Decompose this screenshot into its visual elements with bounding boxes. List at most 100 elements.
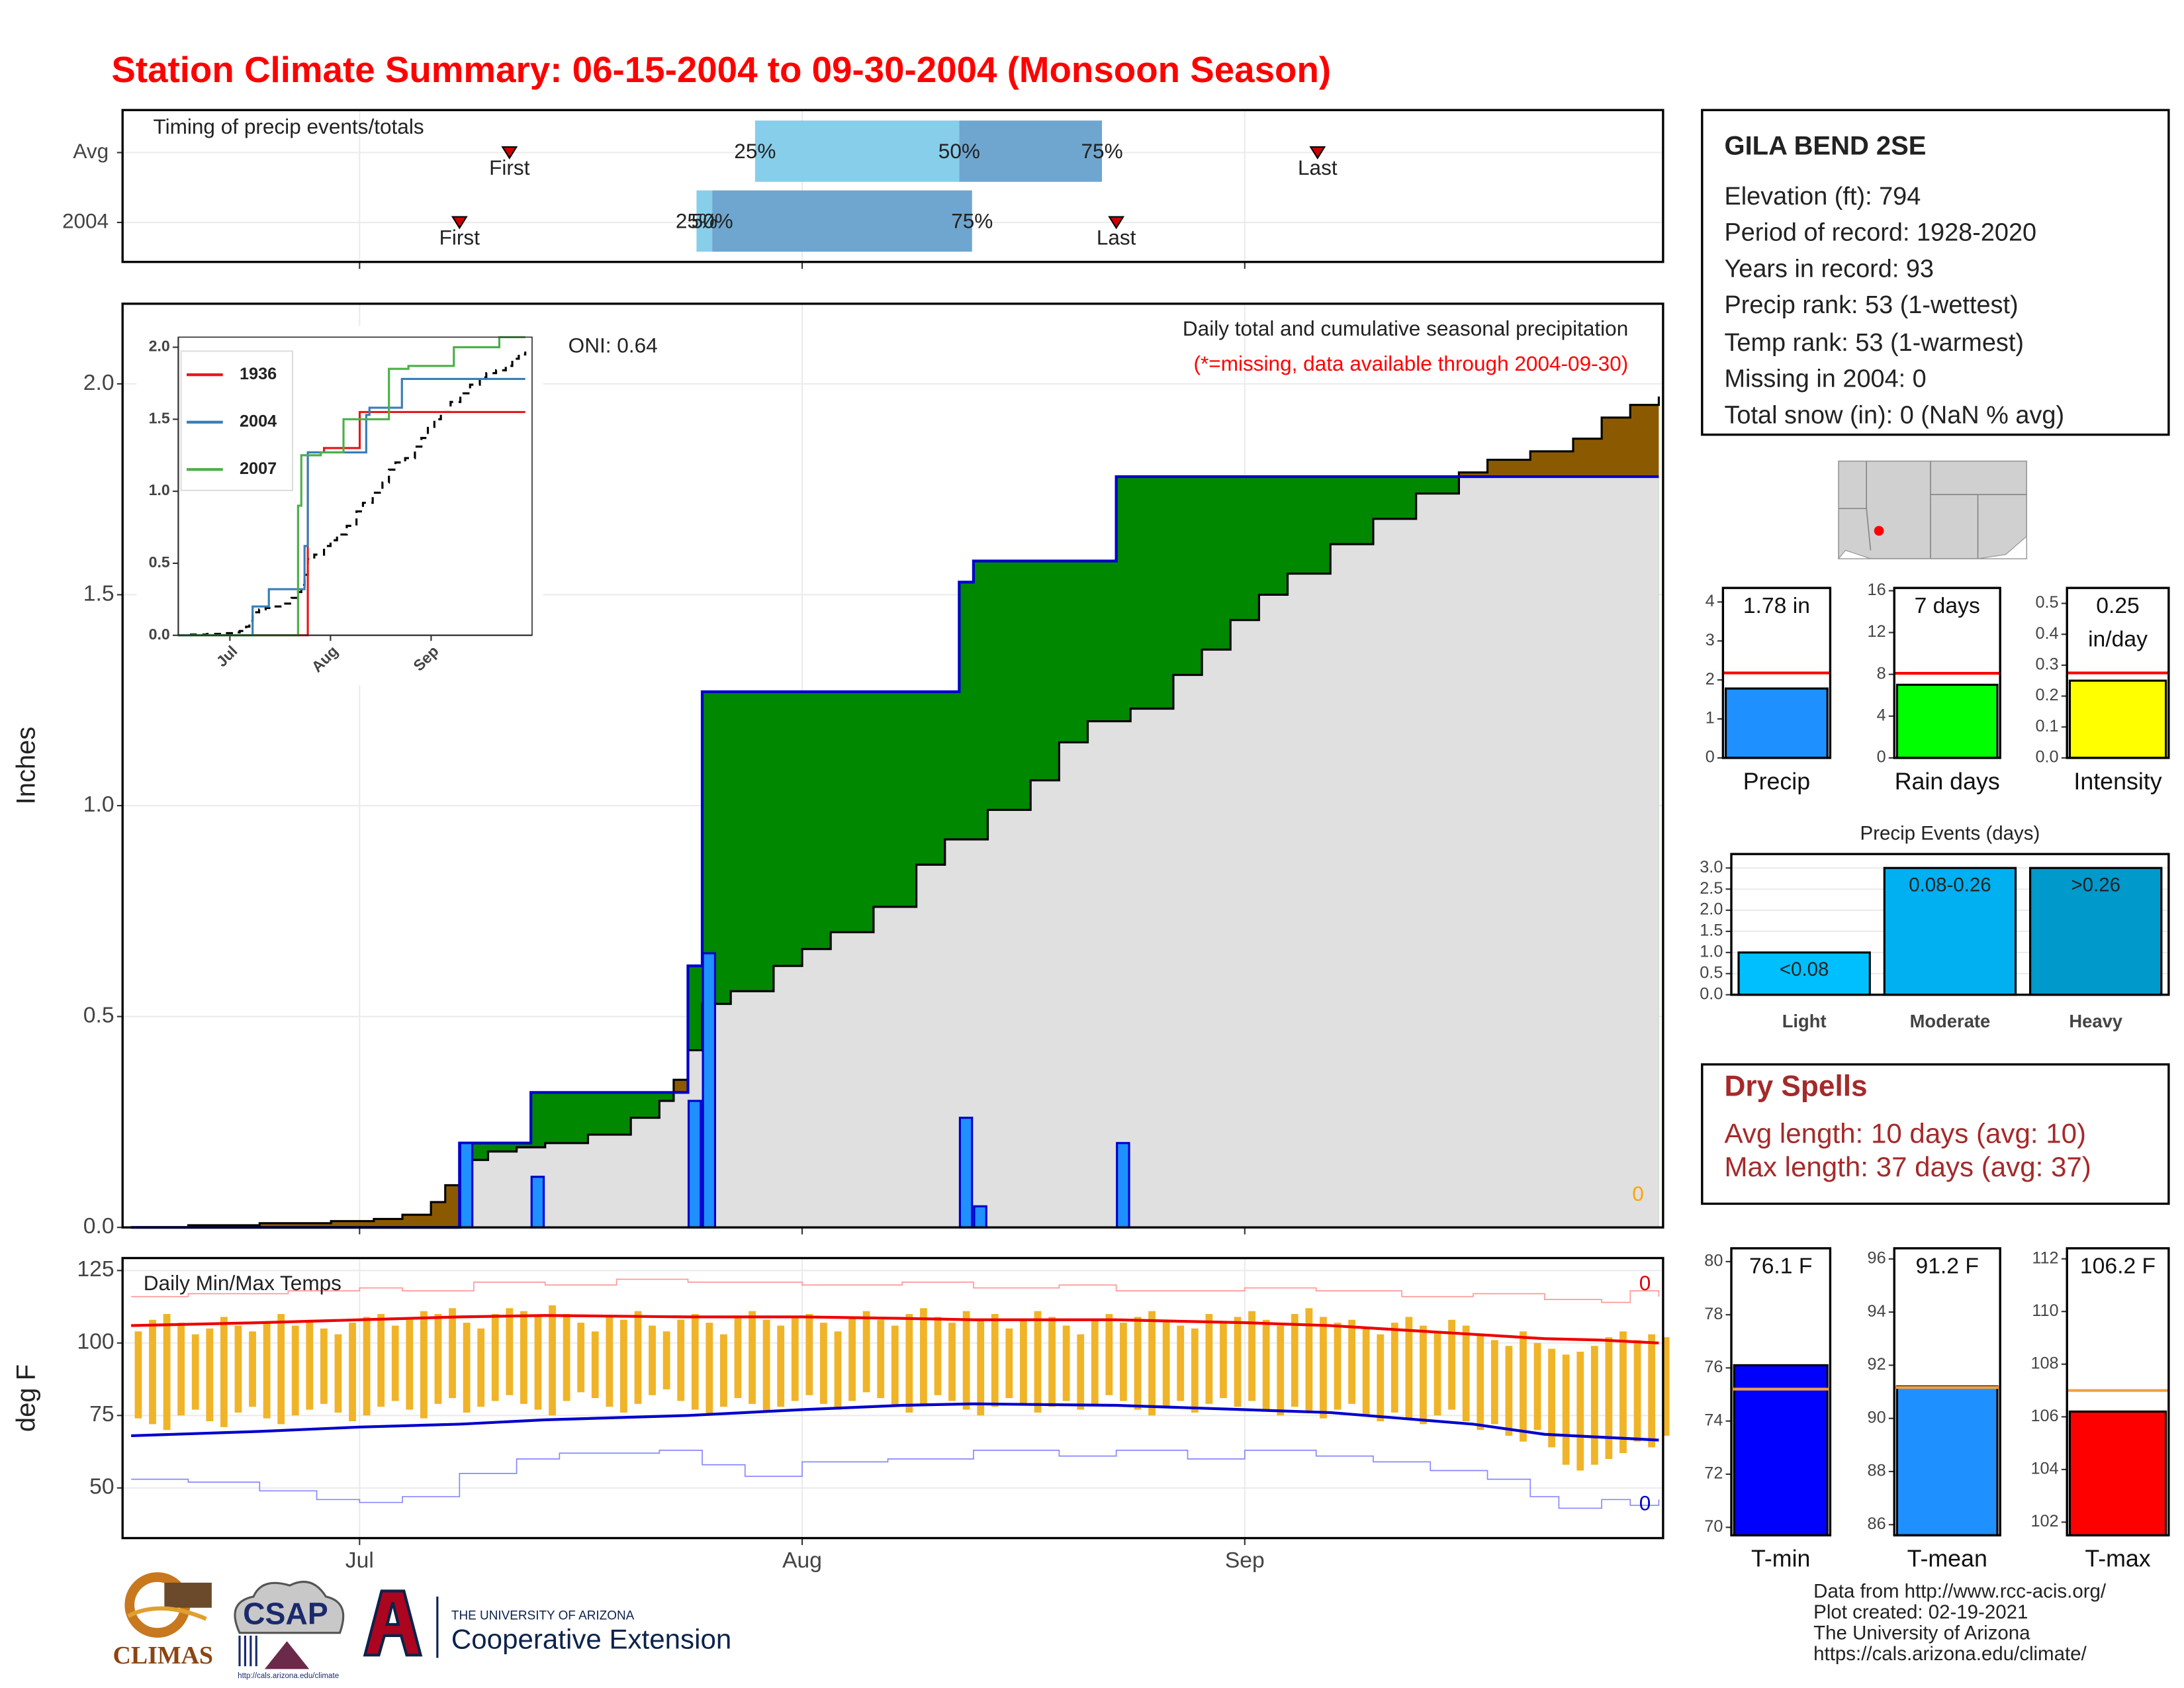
y-tick-label: 88 xyxy=(1868,1462,1886,1480)
csap-rain xyxy=(238,1635,257,1667)
temp-range-bar xyxy=(1077,1334,1085,1410)
y-tick-label: 16 xyxy=(1868,581,1886,599)
record-low-count: 0 xyxy=(1639,1491,1651,1515)
panel-title: Timing of precip events/totals xyxy=(154,115,424,138)
y-tick-label: 0.2 xyxy=(2035,686,2058,704)
temp-range-bar xyxy=(220,1317,228,1427)
value-label-box: 1.78 in xyxy=(1743,595,1810,619)
legend-label: 2007 xyxy=(240,459,277,478)
y-tick-label: 125 xyxy=(77,1257,114,1282)
bar-label: 0.08-0.26 xyxy=(1909,874,1991,896)
panel-subtitle: (*=missing, data available through 2004-… xyxy=(1194,352,1629,375)
temp-range-bar xyxy=(1320,1317,1327,1419)
temp-range-bar xyxy=(1477,1334,1484,1430)
panel-title: Daily total and cumulative seasonal prec… xyxy=(1183,316,1628,340)
y-tick-label: 0.5 xyxy=(2035,593,2058,612)
y-tick-label: 0 xyxy=(1877,748,1886,767)
temp-range-bar xyxy=(1520,1331,1527,1442)
temp-range-bar xyxy=(506,1308,514,1395)
temp-range-bar xyxy=(320,1328,328,1404)
page-title: Station Climate Summary: 06-15-2004 to 0… xyxy=(111,49,1331,90)
event-marker xyxy=(501,146,518,160)
y-tick-label: 3 xyxy=(1706,631,1715,649)
dry-spells-frame xyxy=(1701,1063,2170,1205)
category-label: T-mean xyxy=(1907,1546,1987,1572)
temp-range-bar xyxy=(1390,1323,1398,1413)
temp-range-bar xyxy=(420,1311,428,1419)
y-tick-label: 92 xyxy=(1868,1355,1886,1374)
y-tick-label: 1.0 xyxy=(83,792,114,817)
temp-range-bar xyxy=(1034,1311,1042,1413)
inset-frame xyxy=(177,336,533,636)
temp-range-bar xyxy=(705,1323,713,1416)
category-label: Rain days xyxy=(1895,768,2000,794)
bar xyxy=(2068,679,2167,759)
y-tick-label: 86 xyxy=(1868,1515,1886,1533)
temp-range-bar xyxy=(777,1325,785,1407)
extension-text: Cooperative Extension xyxy=(451,1623,731,1654)
y-tick-label: 80 xyxy=(1704,1252,1723,1270)
marker-label: Last xyxy=(1298,156,1338,179)
temp-range-bar xyxy=(920,1308,927,1404)
daily-precip-bar xyxy=(958,1116,974,1229)
y-tick-label: 4 xyxy=(1877,706,1886,724)
y-tick-label: 0.0 xyxy=(149,626,170,643)
station-name: GILA BEND 2SE xyxy=(1724,132,1926,161)
temp-range-bar xyxy=(862,1311,870,1393)
temp-range-bar xyxy=(1220,1323,1227,1399)
y-axis-label: deg F xyxy=(12,1364,41,1432)
series-line xyxy=(177,410,525,637)
y-tick-label: 74 xyxy=(1704,1411,1723,1429)
temp-range-bar xyxy=(277,1314,285,1425)
temp-range-bar xyxy=(1377,1334,1385,1422)
temp-range-bar xyxy=(805,1314,813,1395)
category-label: Moderate xyxy=(1910,1011,1991,1031)
temp-range-bar xyxy=(677,1319,685,1401)
y-tick-label: 108 xyxy=(2030,1354,2058,1372)
temp-range-bar xyxy=(1148,1311,1156,1416)
y-tick-label: 2 xyxy=(1706,670,1715,688)
temp-range-bar xyxy=(1062,1325,1070,1401)
legend-label: 2004 xyxy=(240,412,277,430)
y-tick-label: 0.5 xyxy=(83,1004,114,1028)
temp-range-bar xyxy=(1105,1314,1113,1395)
y-tick-label: 104 xyxy=(2030,1460,2058,1478)
temp-line xyxy=(131,1402,1659,1442)
quantile-box xyxy=(696,190,713,252)
station-line: Temp rank: 53 (1-warmest) xyxy=(1724,329,2024,357)
y-tick-label: 1.5 xyxy=(149,409,170,426)
temp-range-bar xyxy=(1362,1328,1370,1416)
y-tick-label: 110 xyxy=(2032,1301,2058,1320)
value-label-box: 0.25 in/day xyxy=(2088,595,2148,652)
legend-label: 1936 xyxy=(240,365,277,383)
y-tick-label: 96 xyxy=(1868,1249,1886,1268)
daily-precip-bar xyxy=(1116,1142,1130,1229)
dry-spells-box: Dry Spells Avg length: 10 days (avg: 10)… xyxy=(1701,1063,2170,1205)
temp-range-bar xyxy=(1334,1323,1342,1410)
bar xyxy=(1895,683,1999,759)
y-tick-label: 8 xyxy=(1877,664,1886,682)
temp-range-bar xyxy=(1020,1319,1027,1404)
temp-range-bar xyxy=(191,1334,199,1410)
y-tick-label: 0.0 xyxy=(83,1214,114,1239)
y-tick-label: 112 xyxy=(2032,1248,2058,1267)
quantile-box xyxy=(754,120,960,182)
plot-frame xyxy=(121,109,1664,263)
temp-range-bar xyxy=(762,1319,770,1413)
quantile-label: 25% xyxy=(734,139,776,163)
y-tick-label: 72 xyxy=(1704,1464,1723,1483)
temp-range-bar xyxy=(1448,1319,1456,1410)
value-label-box: 91.2 F xyxy=(1915,1255,1978,1279)
bar xyxy=(2029,867,2163,996)
quantile-label: 75% xyxy=(951,209,993,232)
temp-range-bar xyxy=(1134,1317,1142,1410)
y-tick-label: 12 xyxy=(1868,622,1886,641)
bar xyxy=(1733,1364,1829,1536)
temp-range-bar xyxy=(1533,1342,1541,1430)
value-label-box: 76.1 F xyxy=(1749,1255,1812,1279)
temp-range-bar xyxy=(1177,1325,1185,1401)
temp-range-bar xyxy=(1191,1328,1199,1413)
temp-range-bar xyxy=(463,1323,471,1413)
y-tick-label: 0.5 xyxy=(149,553,170,571)
plot-frame xyxy=(1893,586,2001,759)
